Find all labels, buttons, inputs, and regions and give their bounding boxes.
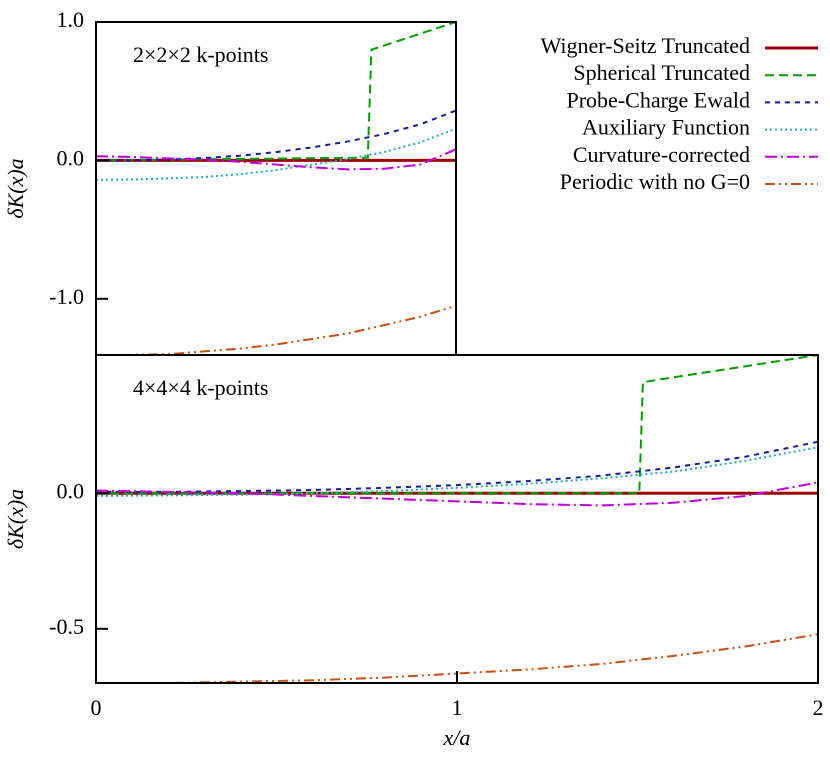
legend-label: Curvature-corrected [573, 142, 750, 167]
series-line [96, 633, 818, 683]
y-tick-label: -1.0 [49, 284, 84, 309]
series-line [96, 109, 456, 162]
y-tick-label: 0.0 [57, 478, 85, 503]
plot-area [96, 355, 818, 683]
series-line [96, 22, 456, 162]
series-line [96, 127, 456, 181]
plot-frame [95, 21, 457, 356]
y-tick-label: 1.0 [57, 7, 85, 32]
x-tick-label: 0 [91, 695, 102, 720]
series-line [96, 446, 818, 497]
panel-label: 4×4×4 k-points [133, 375, 268, 400]
series-line [96, 440, 818, 493]
x-tick-label: 1 [452, 695, 463, 720]
series-line [96, 148, 456, 171]
x-axis-label: x/a [443, 725, 471, 750]
y-axis-label: δK(x)a [3, 158, 28, 218]
y-axis-label: δK(x)a [3, 489, 28, 549]
legend-label: Probe-Charge Ewald [567, 87, 751, 112]
legend-label: Auxiliary Function [582, 115, 750, 140]
legend-label: Spherical Truncated [573, 60, 750, 85]
panel-label: 2×2×2 k-points [133, 42, 268, 67]
plot-area [96, 22, 456, 355]
y-tick-label: 0.0 [57, 145, 85, 170]
plot-frame [95, 354, 819, 684]
y-tick-label: -0.5 [49, 614, 84, 639]
series-line [96, 355, 818, 495]
legend-label: Periodic with no G=0 [560, 169, 750, 194]
x-tick-label: 2 [813, 695, 824, 720]
series-line [96, 304, 456, 355]
series-line [96, 481, 818, 507]
legend-label: Wigner-Seitz Truncated [541, 33, 750, 58]
